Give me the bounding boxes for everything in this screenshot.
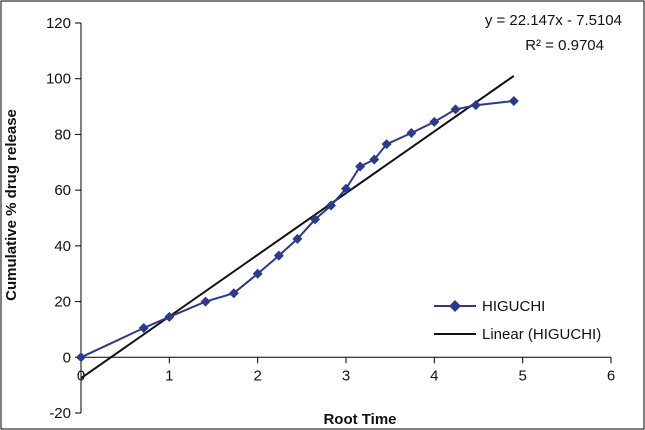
x-tick-label: 0 bbox=[77, 367, 85, 384]
data-point bbox=[200, 296, 211, 307]
data-point bbox=[164, 311, 175, 322]
data-point bbox=[273, 250, 284, 261]
y-tick-label: 40 bbox=[54, 238, 71, 255]
data-point bbox=[381, 139, 392, 150]
y-tick-label: 20 bbox=[54, 294, 71, 311]
data-point bbox=[450, 104, 461, 115]
x-tick-label: 2 bbox=[253, 367, 261, 384]
y-tick-label: 100 bbox=[46, 71, 71, 88]
y-tick-label: 120 bbox=[46, 15, 71, 32]
trendline-equation: y = 22.147x - 7.5104 bbox=[485, 12, 622, 29]
x-axis-title: Root Time bbox=[323, 411, 396, 428]
data-point bbox=[76, 352, 86, 363]
r-squared-label: R² = 0.9704 bbox=[525, 37, 604, 54]
data-point bbox=[252, 268, 263, 279]
series bbox=[76, 75, 519, 380]
data-point bbox=[406, 128, 417, 139]
data-point bbox=[138, 323, 149, 334]
data-point bbox=[369, 154, 380, 165]
data-point bbox=[429, 116, 440, 127]
y-tick-label: 60 bbox=[54, 182, 71, 199]
y-tick-label: 0 bbox=[63, 349, 71, 366]
legend-higuchi-label: HIGUCHI bbox=[482, 298, 545, 315]
y-tick-label: -20 bbox=[49, 405, 71, 422]
data-point bbox=[470, 100, 481, 111]
data-point bbox=[508, 96, 519, 106]
x-tick-label: 4 bbox=[430, 367, 438, 384]
legend-higuchi-marker bbox=[449, 300, 461, 312]
y-tick-label: 80 bbox=[54, 126, 71, 143]
x-tick-label: 6 bbox=[607, 367, 615, 384]
x-tick-label: 1 bbox=[165, 367, 173, 384]
data-point bbox=[310, 214, 321, 225]
y-axis-title: Cumulative % drug release bbox=[3, 109, 20, 301]
legend: HIGUCHI Linear (HIGUCHI) bbox=[434, 298, 601, 343]
trendline bbox=[80, 75, 515, 380]
x-tick-label: 5 bbox=[518, 367, 526, 384]
x-tick-label: 3 bbox=[342, 367, 350, 384]
data-point bbox=[292, 233, 303, 244]
data-point bbox=[355, 161, 366, 172]
data-point bbox=[228, 288, 239, 299]
data-point bbox=[341, 183, 351, 194]
legend-linear-label: Linear (HIGUCHI) bbox=[482, 326, 601, 343]
data-point bbox=[325, 200, 336, 211]
